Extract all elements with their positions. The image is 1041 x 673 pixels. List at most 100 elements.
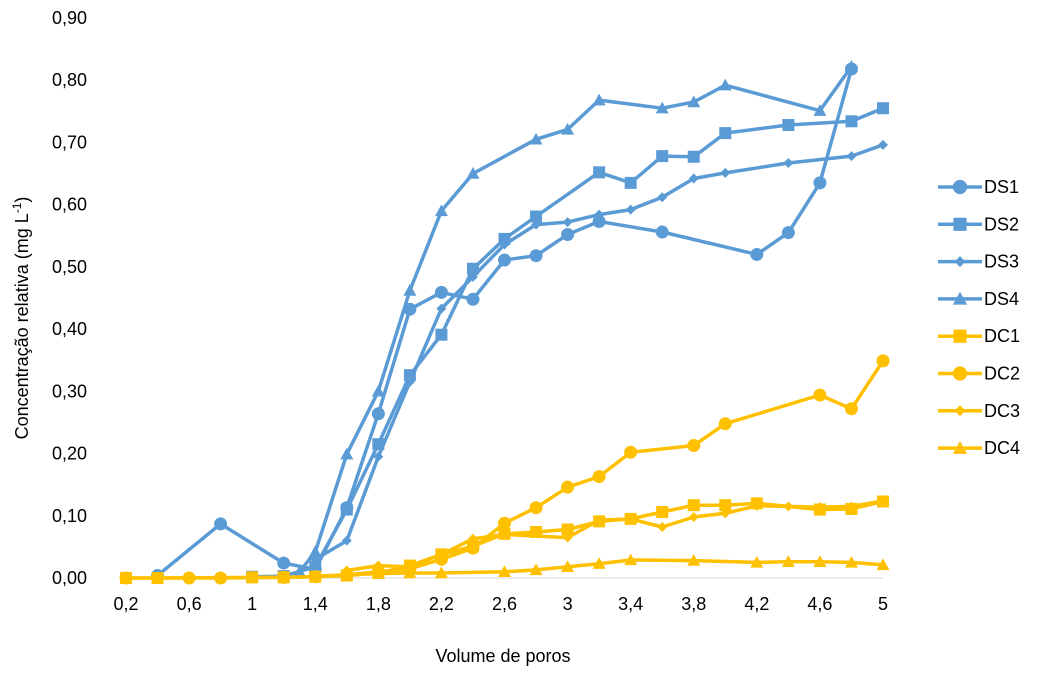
data-point-dc4 (876, 558, 890, 571)
data-point-ds4 (592, 93, 606, 106)
data-point-dc4 (529, 563, 543, 576)
data-point-ds4 (403, 284, 417, 296)
data-point-dc3 (657, 521, 668, 532)
data-point-ds3 (878, 139, 888, 150)
y-axis-title-base: Concentração relativa (mg L (12, 213, 32, 439)
x-tick-label: 4,6 (807, 594, 832, 614)
data-point-dc3 (720, 508, 731, 519)
series-line-ds1 (156, 68, 854, 577)
legend-marker (953, 217, 967, 231)
data-point-ds1 (214, 517, 228, 531)
data-point-ds4 (371, 384, 385, 397)
data-point-dc3 (499, 529, 510, 540)
data-point-dc2 (561, 480, 575, 494)
data-point-dc2 (214, 571, 228, 585)
data-point-ds1 (655, 225, 669, 239)
legend-marker (952, 366, 968, 381)
data-point-ds1 (592, 214, 606, 228)
data-point-dc2 (466, 541, 480, 555)
data-point-dc2 (498, 516, 511, 530)
data-point-dc3 (467, 533, 478, 544)
data-point-ds3 (531, 219, 542, 230)
data-point-ds4 (466, 167, 480, 179)
series-dc2 (119, 354, 890, 585)
x-tick-label: 3,4 (618, 594, 643, 614)
data-point-dc2 (529, 501, 543, 515)
series-line-ds4 (298, 65, 853, 573)
data-point-ds3 (562, 217, 573, 228)
data-point-dc2 (277, 570, 291, 584)
x-tick-label: 0,2 (113, 594, 138, 614)
legend-marker (952, 440, 968, 454)
data-point-ds4 (308, 545, 322, 558)
data-point-dc3 (436, 549, 447, 560)
data-point-ds3 (720, 167, 731, 178)
data-point-dc4 (781, 555, 795, 568)
data-point-ds4 (292, 565, 306, 577)
series-line-dc4 (315, 558, 884, 578)
legend-label: DS4 (984, 289, 1019, 309)
series-ds4 (292, 60, 858, 577)
data-point-ds2 (877, 102, 889, 115)
y-tick-label: 0,60 (52, 195, 87, 215)
data-point-dc2 (844, 402, 858, 416)
series-dc4 (308, 553, 890, 582)
data-point-ds3 (657, 192, 668, 203)
y-tick-label: 0,90 (52, 8, 87, 28)
y-axis-title: Concentração relativa (mg L-1) (10, 197, 32, 440)
data-point-dc3 (846, 501, 857, 512)
data-point-ds3 (846, 151, 857, 162)
legend-label: DC3 (984, 401, 1020, 421)
y-tick-label: 0,40 (52, 319, 87, 339)
x-tick-label: 1 (247, 594, 257, 614)
data-point-ds1 (781, 226, 795, 240)
x-tick-label: 4,2 (744, 594, 769, 614)
y-tick-label: 0,20 (52, 444, 87, 464)
legend-marker (952, 179, 968, 195)
data-point-ds1 (466, 292, 480, 306)
data-point-ds1 (277, 556, 291, 570)
data-point-ds2 (656, 150, 669, 163)
data-point-ds2 (624, 176, 637, 189)
x-tick-label: 5 (878, 594, 888, 614)
data-point-ds2 (435, 328, 448, 341)
data-point-ds2 (719, 127, 732, 140)
data-point-ds1 (371, 407, 385, 421)
data-point-ds4 (813, 104, 827, 116)
data-point-ds3 (404, 377, 415, 387)
y-tick-label: 0,70 (52, 132, 87, 152)
y-tick-label: 0,80 (52, 70, 87, 90)
data-point-dc2 (119, 571, 133, 585)
data-point-dc4 (561, 560, 575, 572)
data-point-ds3 (783, 157, 794, 168)
legend-label: DS3 (984, 252, 1019, 272)
y-axis-title-superscript: -1 (10, 202, 24, 213)
data-point-ds4 (687, 95, 701, 108)
data-point-dc3 (594, 515, 605, 526)
x-tick-label: 3,8 (681, 594, 706, 614)
series-line-ds2 (252, 106, 884, 579)
data-point-dc4 (624, 553, 638, 566)
data-point-ds2 (782, 119, 795, 132)
legend-label: DC1 (984, 326, 1020, 346)
data-point-ds2 (845, 115, 858, 128)
data-point-dc2 (876, 354, 890, 368)
data-point-ds1 (434, 285, 448, 299)
data-point-dc4 (844, 555, 858, 568)
data-point-ds1 (498, 253, 511, 267)
y-axis-title-end: ) (12, 197, 32, 203)
legend-marker (954, 405, 966, 417)
data-point-dc3 (783, 501, 794, 512)
data-point-ds4 (561, 122, 575, 135)
data-point-dc2 (624, 445, 638, 459)
data-point-ds2 (530, 210, 543, 223)
data-point-dc3 (625, 513, 636, 524)
data-point-ds4 (434, 204, 448, 217)
y-tick-label: 0,00 (52, 568, 87, 588)
x-tick-label: 3 (563, 594, 573, 614)
legend-item-ds3: DS3 (938, 252, 1019, 272)
data-point-dc3 (814, 502, 825, 513)
series-ds2 (246, 102, 889, 583)
data-point-ds3 (467, 271, 478, 282)
